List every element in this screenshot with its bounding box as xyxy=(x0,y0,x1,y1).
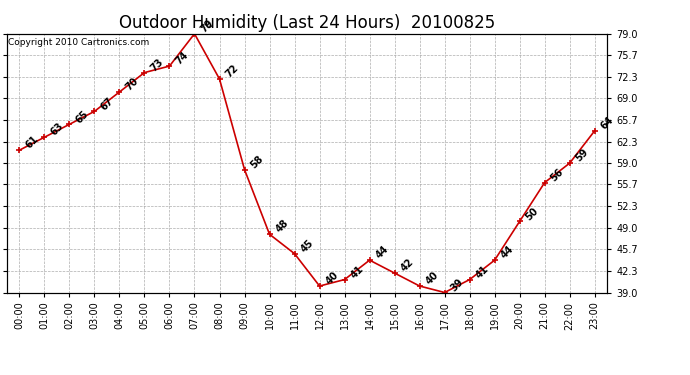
Text: 41: 41 xyxy=(474,264,491,280)
Text: 42: 42 xyxy=(399,257,415,274)
Text: 44: 44 xyxy=(374,244,391,261)
Text: 48: 48 xyxy=(274,218,290,235)
Text: 79: 79 xyxy=(199,18,215,34)
Text: 44: 44 xyxy=(499,244,515,261)
Text: 61: 61 xyxy=(23,134,40,151)
Text: 73: 73 xyxy=(148,57,165,73)
Title: Outdoor Humidity (Last 24 Hours)  20100825: Outdoor Humidity (Last 24 Hours) 2010082… xyxy=(119,14,495,32)
Text: 58: 58 xyxy=(248,153,266,170)
Text: 45: 45 xyxy=(299,238,315,254)
Text: Copyright 2010 Cartronics.com: Copyright 2010 Cartronics.com xyxy=(8,38,149,46)
Text: 64: 64 xyxy=(599,115,615,131)
Text: 40: 40 xyxy=(324,270,340,286)
Text: 50: 50 xyxy=(524,206,540,222)
Text: 70: 70 xyxy=(124,76,140,93)
Text: 40: 40 xyxy=(424,270,440,286)
Text: 63: 63 xyxy=(48,121,65,138)
Text: 74: 74 xyxy=(174,50,190,67)
Text: 65: 65 xyxy=(74,108,90,125)
Text: 59: 59 xyxy=(574,147,591,164)
Text: 67: 67 xyxy=(99,95,115,112)
Text: 39: 39 xyxy=(448,276,465,293)
Text: 72: 72 xyxy=(224,63,240,80)
Text: 56: 56 xyxy=(549,166,565,183)
Text: 41: 41 xyxy=(348,264,365,280)
